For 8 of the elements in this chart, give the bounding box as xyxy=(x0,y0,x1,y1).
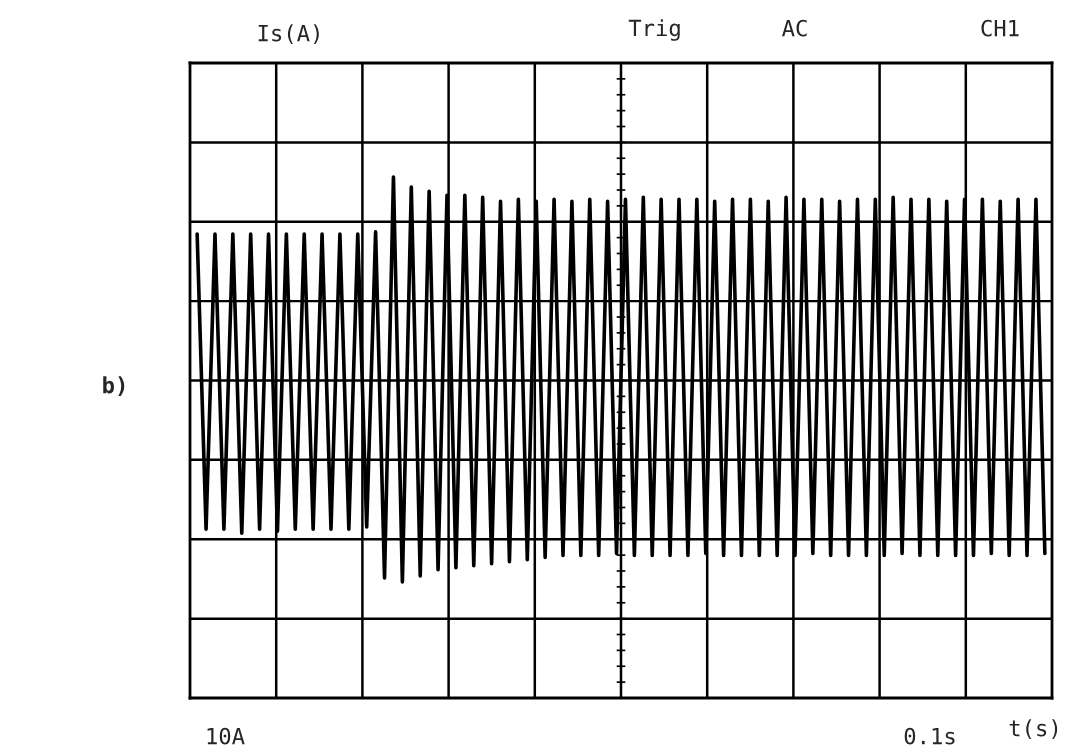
text: 0.1s xyxy=(904,727,955,745)
text: CH1 xyxy=(981,19,1019,37)
text: Trig xyxy=(628,19,680,41)
text: AC xyxy=(782,19,807,37)
text: t(s) xyxy=(1009,719,1058,740)
text: Is(A) xyxy=(258,24,319,45)
text: b) xyxy=(103,376,125,397)
text: 10A xyxy=(207,727,245,745)
